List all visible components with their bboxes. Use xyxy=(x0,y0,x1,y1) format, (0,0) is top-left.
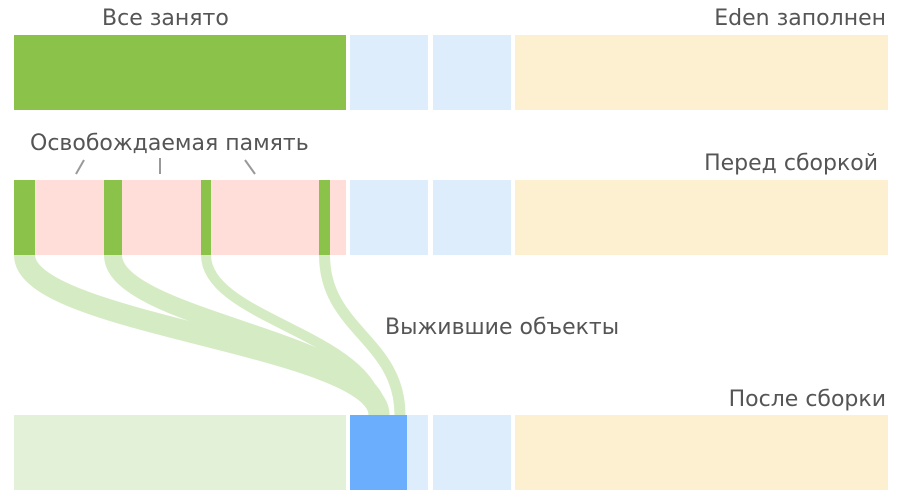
survivor-filled-block xyxy=(350,415,407,490)
survivor-space-1 xyxy=(350,35,428,110)
flow-4 xyxy=(319,254,406,416)
live-object-1 xyxy=(14,180,35,255)
old-generation-before xyxy=(515,180,888,255)
surviving-objects-label: Выжившие объекты xyxy=(385,315,620,340)
after-collection-label: После сборки xyxy=(728,387,886,412)
survivor-space-2-before xyxy=(433,180,511,255)
survivor-space-1-before xyxy=(350,180,428,255)
live-object-3 xyxy=(201,180,211,255)
eden-cleared-block xyxy=(14,415,346,490)
live-object-4 xyxy=(319,180,330,255)
live-object-2 xyxy=(104,180,122,255)
before-collection-label: Перед сборкой xyxy=(704,151,878,176)
all-occupied-label: Все занято xyxy=(102,6,229,31)
freed-memory-label: Освобождаемая память xyxy=(30,131,309,156)
old-generation-block xyxy=(515,35,888,110)
freed-pointer-1 xyxy=(75,159,85,175)
flow-3 xyxy=(201,254,384,416)
eden-full-label: Eden заполнен xyxy=(714,6,886,31)
survivor-space-2-after xyxy=(433,415,511,490)
survivor-space-2 xyxy=(433,35,511,110)
eden-used-block xyxy=(14,35,346,110)
flow-2 xyxy=(104,253,388,417)
old-generation-after xyxy=(515,415,888,490)
eden-freed-area xyxy=(14,180,346,255)
freed-pointer-3 xyxy=(244,159,256,175)
